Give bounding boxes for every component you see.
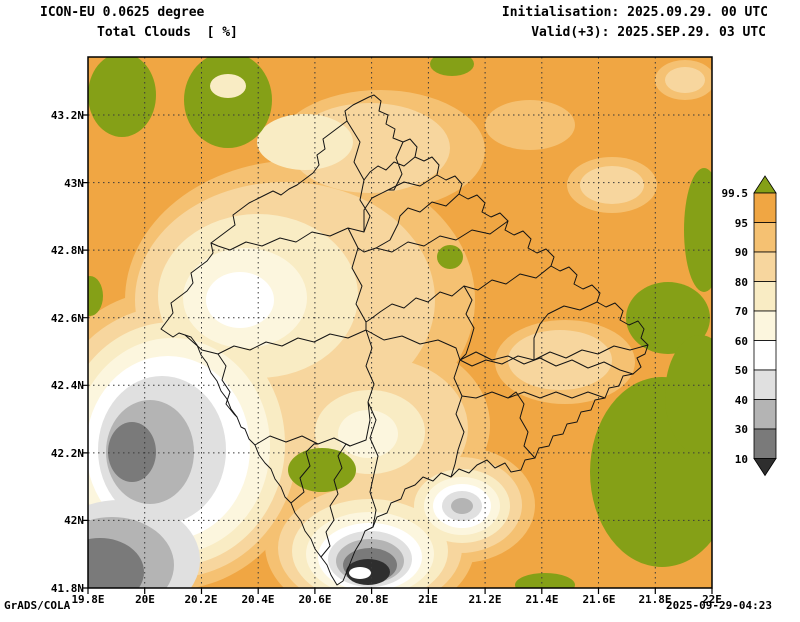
- lon-axis: 19.8E 20E 20.2E 20.4E 20.6E 20.8E 21E 21…: [71, 593, 722, 606]
- lon-label: 21.6E: [582, 593, 615, 606]
- lon-label: 22E: [702, 593, 722, 606]
- municipality-boundaries: [217, 141, 649, 558]
- legend-swatch: [753, 369, 777, 400]
- lon-label: 20.8E: [355, 593, 388, 606]
- legend-swatch: [753, 428, 777, 459]
- lat-label: 42N: [64, 514, 84, 527]
- legend-value: 95: [735, 217, 748, 230]
- legend-value: 60: [735, 335, 748, 348]
- lon-label: 21.8E: [638, 593, 671, 606]
- legend-swatch: [753, 340, 777, 371]
- legend-value: 50: [735, 364, 748, 377]
- lat-label: 42.8N: [51, 244, 84, 257]
- legend-value: 10: [735, 453, 748, 466]
- legend-colorbar: 99.5 95 90 80 70 60 50 40 30 10: [722, 175, 777, 477]
- legend-cap-min: [753, 458, 777, 477]
- legend-value: 80: [735, 276, 748, 289]
- lon-label: 20E: [135, 593, 155, 606]
- kosovo-boundaries: [160, 94, 649, 586]
- legend-value: 40: [735, 394, 748, 407]
- lat-label: 42.6N: [51, 312, 84, 325]
- legend-value: 90: [735, 246, 748, 259]
- lon-label: 20.2E: [184, 593, 217, 606]
- cloud-cover-field: [88, 57, 712, 588]
- footer-credit: GrADS/COLA: [4, 599, 71, 612]
- lat-ticks: [82, 114, 88, 589]
- lon-label: 21.4E: [525, 593, 558, 606]
- model-title: ICON-EU 0.0625 degree: [40, 5, 205, 20]
- legend-swatch: [753, 192, 777, 223]
- legend-value: 99.5: [722, 187, 749, 200]
- lat-label: 43.2N: [51, 109, 84, 122]
- lon-label: 21E: [418, 593, 438, 606]
- contour-band-max: [88, 57, 712, 588]
- lat-label: 41.8N: [51, 582, 84, 595]
- lon-label: 21.2E: [468, 593, 501, 606]
- lat-axis: 43.2N 43N 42.8N 42.6N 42.4N 42.2N 42N 41…: [51, 109, 84, 595]
- lat-label: 43N: [64, 177, 84, 190]
- lat-label: 42.2N: [51, 447, 84, 460]
- legend-swatch: [753, 281, 777, 312]
- legend-swatch: [753, 399, 777, 430]
- legend-cap-max: [753, 175, 777, 194]
- variable-title: Total Clouds [ %]: [97, 25, 238, 40]
- lat-label: 42.4N: [51, 379, 84, 392]
- lon-label: 19.8E: [71, 593, 104, 606]
- plot-frame: [87, 56, 713, 589]
- legend-value: 70: [735, 305, 748, 318]
- legend-swatch: [753, 251, 777, 282]
- valid-time: Valid(+3): 2025.SEP.29. 03 UTC: [531, 25, 766, 40]
- footer-timestamp: 2025-09-29-04:23: [666, 599, 772, 612]
- init-time: Initialisation: 2025.09.29. 00 UTC: [501, 5, 768, 20]
- country-outline: [160, 94, 649, 586]
- legend-value: 30: [735, 423, 748, 436]
- lon-label: 20.4E: [241, 593, 274, 606]
- legend-swatch: [753, 310, 777, 341]
- lon-label: 20.6E: [298, 593, 331, 606]
- legend-swatch: [753, 222, 777, 253]
- lon-ticks: [87, 588, 713, 594]
